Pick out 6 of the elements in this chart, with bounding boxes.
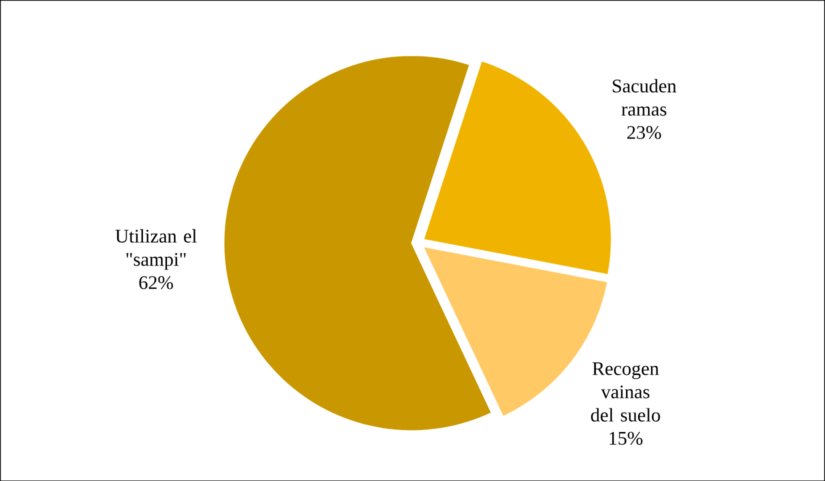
data-label: 15% — [610, 432, 642, 445]
slice-label: Recogen vainas del suelo — [591, 362, 660, 422]
data-label: 62% — [139, 276, 173, 290]
slice-label: Sacuden ramas — [612, 78, 676, 116]
data-label: 23% — [627, 126, 661, 139]
slice-label: Utilizan el "sampi" — [115, 229, 197, 270]
